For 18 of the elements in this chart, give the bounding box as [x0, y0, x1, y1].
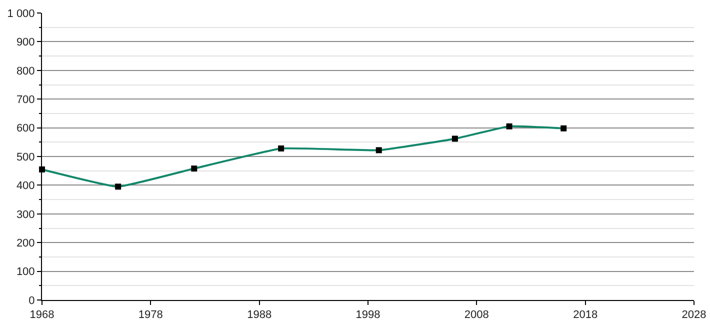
- x-tick-label: 1968: [30, 309, 54, 320]
- y-tick-label: 300: [16, 208, 35, 221]
- y-tick-label: 700: [16, 94, 35, 106]
- x-tick-label: 1988: [247, 309, 272, 320]
- y-tick-label: 0: [28, 294, 35, 307]
- y-tick-label: 100: [16, 266, 35, 278]
- x-tick-label: 2018: [573, 309, 598, 320]
- y-tick-label: 1 000: [7, 8, 35, 20]
- y-tick-label: 400: [16, 180, 35, 192]
- y-tick-label: 800: [16, 65, 35, 78]
- y-tick-label: 500: [16, 151, 35, 164]
- y-tick-label: 900: [16, 36, 35, 49]
- x-tick-label: 1978: [138, 309, 163, 320]
- x-tick-label: 1998: [356, 309, 380, 320]
- y-tick-label: 200: [16, 237, 35, 250]
- x-tick-label: 2008: [464, 309, 489, 320]
- x-tick-label: 2028: [682, 309, 706, 320]
- y-tick-label: 600: [16, 122, 35, 135]
